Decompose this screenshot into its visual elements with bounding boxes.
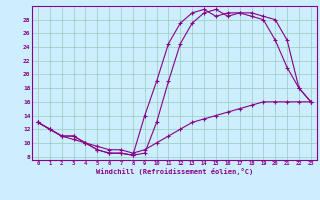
X-axis label: Windchill (Refroidissement éolien,°C): Windchill (Refroidissement éolien,°C) [96,168,253,175]
